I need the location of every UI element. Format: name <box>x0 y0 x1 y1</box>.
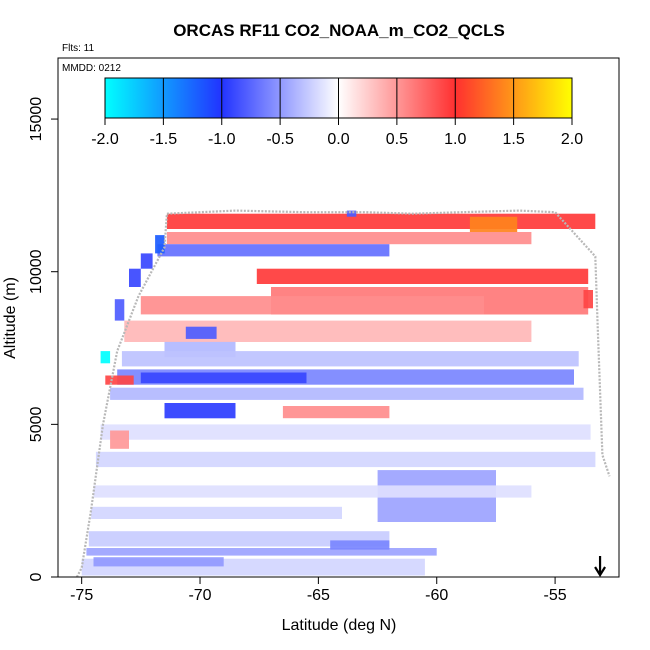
heatmap-band <box>166 213 596 229</box>
heatmap-cells <box>81 210 596 576</box>
x-tick-label: -70 <box>188 587 211 604</box>
y-tick-label: 15000 <box>28 97 45 142</box>
heatmap-band <box>282 406 390 419</box>
y-tick-label: 0 <box>28 572 45 581</box>
colorbar-tick-label: -0.5 <box>266 131 294 148</box>
y-axis-label: Altitude (m) <box>2 277 19 359</box>
heatmap-cell <box>155 235 165 254</box>
heatmap-cell <box>129 268 141 287</box>
date-annotation: MMDD: 0212 <box>62 63 121 74</box>
x-axis-label: Latitude (deg N) <box>282 617 397 634</box>
heatmap-band <box>164 403 236 419</box>
colorbar-tick-label: 0.5 <box>386 131 408 148</box>
flight-track <box>75 209 611 577</box>
x-tick-label: -65 <box>307 587 330 604</box>
heatmap-band <box>110 430 129 449</box>
heatmap-band <box>110 387 584 400</box>
heatmap-band <box>91 506 342 519</box>
y-tick-label: 5000 <box>28 407 45 443</box>
colorbar-tick-label: -2.0 <box>91 131 119 148</box>
heatmap-cell <box>114 299 125 321</box>
plot-frame <box>57 57 620 578</box>
heatmap-band <box>185 326 217 339</box>
heatmap-band <box>140 296 485 315</box>
x-tick-label: -55 <box>544 587 567 604</box>
x-axis: -75 -70 -65 -60 -55 <box>70 577 567 604</box>
heatmap-band <box>157 244 390 257</box>
colorbar-tick-label: -1.0 <box>208 131 236 148</box>
y-tick-label: 10000 <box>28 249 45 294</box>
down-arrow-marker <box>594 556 606 578</box>
heatmap-cell <box>346 210 357 217</box>
x-tick-label: -75 <box>70 587 93 604</box>
heatmap-band <box>93 485 532 498</box>
colorbar-ticks: -2.0 -1.5 -1.0 -0.5 0.0 0.5 1.0 1.5 2.0 <box>91 78 583 148</box>
heatmap-band <box>95 451 596 468</box>
heatmap-cell <box>100 351 111 364</box>
x-tick-label: -60 <box>425 587 448 604</box>
colorbar: -2.0 -1.5 -1.0 -0.5 0.0 0.5 1.0 1.5 2.0 <box>91 77 583 148</box>
heatmap-band <box>86 548 437 556</box>
heatmap-band <box>140 372 307 384</box>
flights-annotation: Flts: 11 <box>62 43 94 54</box>
colorbar-tick-label: 0.0 <box>327 131 349 148</box>
chart-title: ORCAS RF11 CO2_NOAA_m_CO2_QCLS <box>173 21 505 40</box>
flight-track-line <box>75 209 611 577</box>
colorbar-tick-label: 2.0 <box>561 131 583 148</box>
heatmap-cell <box>583 290 593 309</box>
colorbar-tick-label: 1.0 <box>444 131 466 148</box>
heatmap-cell <box>140 253 153 269</box>
heatmap-band <box>93 557 224 567</box>
marker-arrow-head <box>594 566 606 578</box>
heatmap-band <box>330 540 390 550</box>
heatmap-band <box>88 531 390 547</box>
colorbar-tick-label: 1.5 <box>503 131 525 148</box>
heatmap-band <box>100 424 591 440</box>
heatmap-band <box>166 232 532 245</box>
heatmap-band <box>469 216 518 233</box>
y-axis: 0 5000 10000 15000 <box>28 97 58 581</box>
heatmap-band <box>105 375 134 385</box>
heatmap-band <box>121 351 579 367</box>
heatmap-band <box>124 320 532 342</box>
heatmap-band <box>256 268 589 284</box>
colorbar-tick-label: -1.5 <box>150 131 178 148</box>
